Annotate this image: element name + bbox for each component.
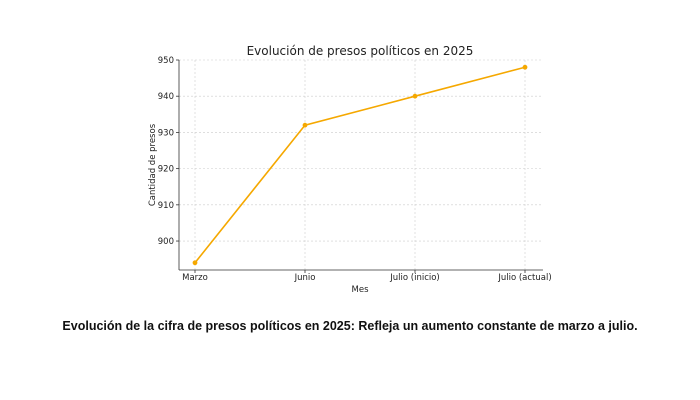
data-point xyxy=(412,93,418,99)
grid xyxy=(179,59,543,270)
y-tick-label: 950 xyxy=(158,56,174,66)
x-ticks: Marzo Junio Julio (inicio) Julio (actual) xyxy=(182,270,552,283)
x-tick-label: Julio (inicio) xyxy=(389,273,440,283)
data-point xyxy=(192,260,198,266)
x-tick-label: Julio (actual) xyxy=(497,273,551,283)
y-tick-label: 930 xyxy=(158,128,174,138)
y-tick-label: 900 xyxy=(158,237,174,247)
line-chart: Evolución de presos políticos en 2025 90… xyxy=(148,44,552,295)
y-axis-label: Cantidad de presos xyxy=(148,123,158,206)
series-group xyxy=(192,64,528,266)
y-ticks: 900 910 920 930 940 950 xyxy=(158,56,179,247)
y-tick-label: 910 xyxy=(158,201,174,211)
axes xyxy=(178,60,543,271)
x-tick-label: Junio xyxy=(294,273,316,283)
y-tick-label: 920 xyxy=(158,165,174,175)
series-line xyxy=(194,66,526,264)
caption: Evolución de la cifra de presos político… xyxy=(62,319,638,333)
data-point xyxy=(302,122,308,128)
chart-title: Evolución de presos políticos en 2025 xyxy=(247,44,474,58)
x-axis-label: Mes xyxy=(352,285,370,295)
y-tick-label: 940 xyxy=(158,92,174,102)
data-point xyxy=(522,64,528,70)
x-tick-label: Marzo xyxy=(182,273,208,283)
